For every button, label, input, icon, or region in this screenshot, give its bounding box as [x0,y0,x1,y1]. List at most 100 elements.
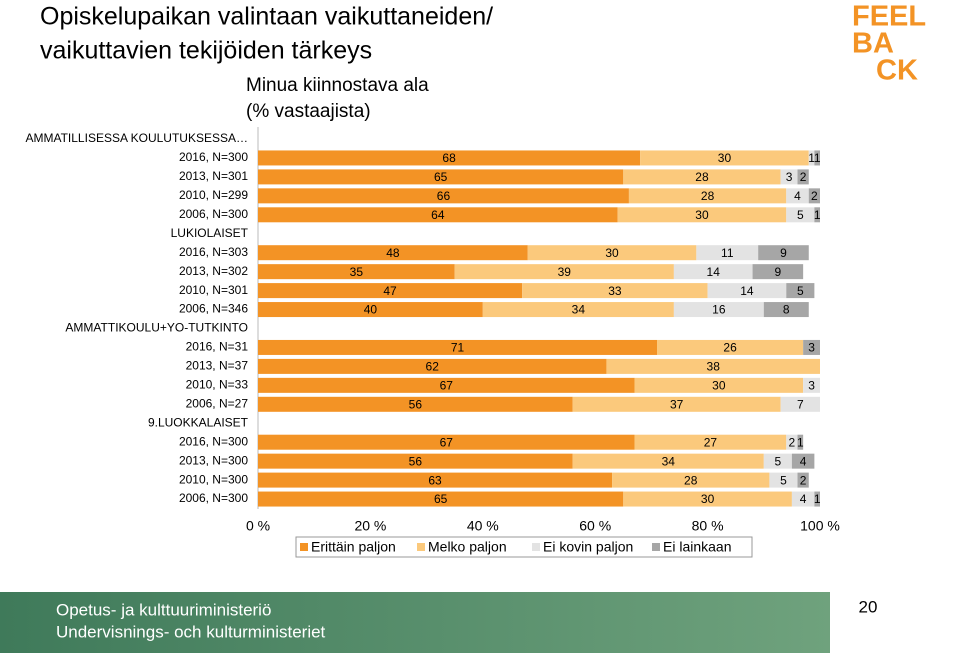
data-label: 1 [814,492,821,506]
bar-segment [786,207,815,223]
data-label: 30 [701,492,715,506]
data-label: 4 [800,492,807,506]
bar-segment [780,169,798,185]
legend-label: Melko paljon [428,539,507,555]
data-label: 56 [409,397,423,411]
data-label: 66 [437,189,451,203]
bar-segment [814,491,820,507]
bar-segment [797,472,809,488]
bar-segment [258,264,455,280]
legend-label: Ei kovin paljon [543,539,633,555]
data-label: 16 [712,303,726,317]
data-label: 37 [670,397,684,411]
category-label: 2016, N=300 [179,434,248,448]
bar-segment [623,169,781,185]
legend-label: Ei lainkaan [663,539,732,555]
bar-segment [527,245,697,261]
data-label: 64 [431,208,445,222]
data-label: 38 [707,360,721,374]
bar-segment [258,396,573,412]
data-label: 2 [811,189,818,203]
category-label: 2006, N=27 [186,396,249,410]
bar-segment [258,339,658,355]
data-label: 62 [426,360,440,374]
bar-segment [634,377,804,393]
data-label: 34 [572,303,586,317]
x-tick-label: 0 % [246,518,270,534]
bar-segment [258,472,613,488]
bar-segment [258,150,641,166]
legend-swatch [417,543,425,551]
category-label: 2013, N=37 [186,359,249,373]
bar-segment [786,434,798,450]
legend-swatch [652,543,660,551]
data-label: 65 [434,492,448,506]
category-label: 2010, N=300 [179,472,248,486]
category-label: 2016, N=303 [179,245,248,259]
data-label: 1 [814,208,821,222]
bar-segment [657,339,804,355]
data-label: 2 [800,473,807,487]
data-label: 56 [409,454,423,468]
data-label: 35 [350,265,364,279]
x-tick-label: 80 % [692,518,724,534]
subtitle-line: Minua kiinnostava ala [246,75,429,96]
bar-segment [814,150,820,166]
bar-segment [673,302,764,318]
data-label: 68 [442,151,456,165]
footer-band [0,592,830,653]
data-label: 4 [800,454,807,468]
bar-segment [628,188,787,204]
bar-segment [623,491,792,507]
data-label: 40 [364,303,378,317]
bar-segment [258,377,635,393]
category-label: AMMATTIKOULU+YO-TUTKINTO [65,321,248,335]
x-tick-label: 60 % [579,518,611,534]
category-label: 2016, N=300 [179,150,248,164]
logo: FEEL [852,1,926,33]
category-label: 2013, N=302 [179,264,248,278]
bar-segment [572,453,764,469]
bar-segment [797,169,809,185]
legend-box [295,536,753,558]
bar-segment [258,245,528,261]
data-label: 27 [704,435,718,449]
data-label: 9 [780,246,787,260]
data-label: 5 [797,284,804,298]
data-label: 7 [797,397,804,411]
subtitle-line: (% vastaajista) [246,101,371,122]
data-label: 28 [684,473,698,487]
logo: BA [852,28,894,60]
category-label: 2006, N=346 [179,302,248,316]
data-label: 39 [558,265,572,279]
data-label: 28 [695,170,709,184]
data-label: 71 [451,341,465,355]
data-label: 11 [721,246,734,260]
bar-segment [791,491,815,507]
bar-segment [786,188,809,204]
bar-segment [258,453,573,469]
bar-segment [791,453,815,469]
data-label: 3 [786,170,793,184]
bar-segment [522,283,708,299]
category-label: 2010, N=33 [186,378,249,392]
bar-segment [769,472,798,488]
bar-segment [258,302,483,318]
category-label: AMMATILLISESSA KOULUTUKSESSA… [25,131,248,145]
bar-segment [808,150,815,166]
data-label: 8 [783,303,790,317]
data-label: 30 [695,208,709,222]
data-label: 65 [434,170,448,184]
category-label: LUKIOLAISET [171,226,249,240]
data-label: 30 [718,151,732,165]
category-label: 2010, N=299 [179,188,248,202]
data-label: 2 [800,170,807,184]
bar-segment [808,188,820,204]
x-tick-label: 100 % [800,518,840,534]
legend-swatch [300,543,308,551]
bar-segment [606,358,820,374]
bar-segment [803,377,820,393]
page-number: 20 [859,597,878,616]
bar-segment [786,283,815,299]
